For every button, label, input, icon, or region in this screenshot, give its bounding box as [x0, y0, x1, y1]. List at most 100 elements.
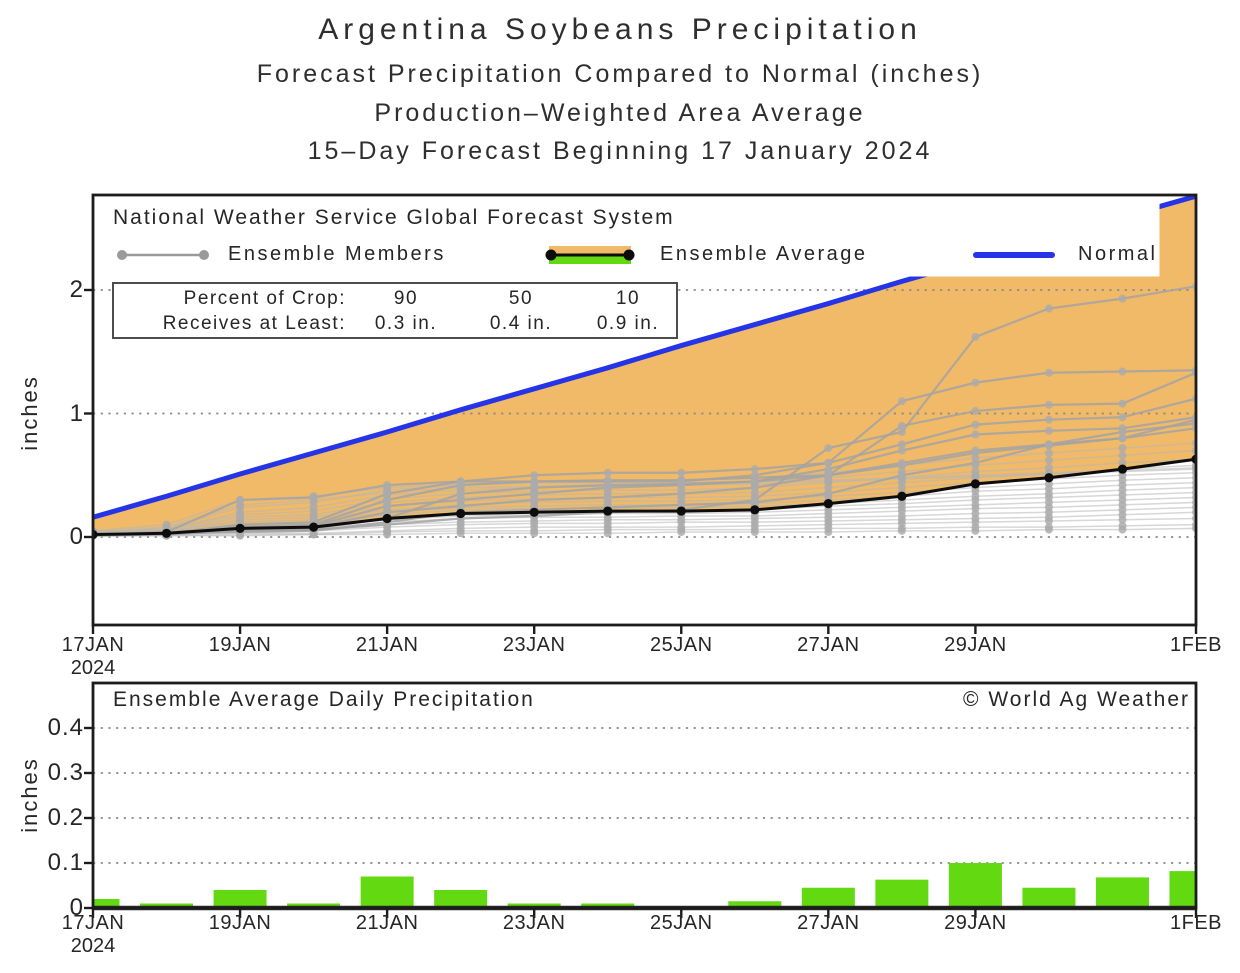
- y-tick-label: 0.1: [47, 849, 84, 876]
- member-dot: [824, 528, 833, 537]
- daily-bar: [728, 901, 782, 908]
- y-tick-label: 2: [69, 276, 84, 303]
- crop-table-row1-label: Percent of Crop:: [183, 287, 346, 309]
- x-tick-label: 17JAN: [61, 634, 125, 656]
- member-dot: [971, 430, 980, 439]
- percent-of-crop-table: Percent of Crop: 90 50 10 Receives at Le…: [112, 282, 678, 339]
- top-plot-border: [91, 193, 1198, 627]
- member-dot: [971, 332, 980, 341]
- member-dot: [1044, 449, 1053, 458]
- member-dot: [971, 472, 980, 481]
- daily-bar: [948, 863, 1002, 908]
- member-dot: [677, 479, 686, 488]
- data-source-line: National Weather Service Global Forecast…: [113, 206, 675, 229]
- x-tick-label: 21JAN: [355, 634, 419, 656]
- member-dot: [1044, 304, 1053, 313]
- member-dot: [1044, 415, 1053, 424]
- daily-bar: [1095, 877, 1149, 908]
- daily-bar: [801, 887, 855, 908]
- daily-precip-bars: [93, 863, 1196, 908]
- member-dot: [677, 468, 686, 477]
- member-dot: [824, 477, 833, 486]
- member-dot: [309, 493, 318, 502]
- member-dot: [1044, 525, 1053, 534]
- bottom-chart-title: Ensemble Average Daily Precipitation: [113, 688, 535, 711]
- member-dot: [824, 458, 833, 467]
- top-axis-year-label: 2024: [70, 657, 116, 679]
- y-tick-label: 0.4: [47, 714, 84, 741]
- normal-swatch-icon: [973, 252, 1055, 258]
- x-tick-label: 21JAN: [355, 912, 419, 934]
- ensemble-average-line: [93, 457, 1196, 537]
- member-dot: [1118, 428, 1127, 437]
- page-title: Argentina Soybeans Precipitation: [318, 13, 922, 46]
- legend-label-normal: Normal: [1078, 243, 1158, 265]
- x-tick-label: 19JAN: [208, 634, 272, 656]
- x-tick-label: 19JAN: [208, 912, 272, 934]
- subtitle-3: 15–Day Forecast Beginning 17 January 202…: [307, 137, 933, 165]
- member-dot: [897, 397, 906, 406]
- member-dot: [530, 477, 539, 486]
- member-dot: [530, 529, 539, 538]
- member-dot: [383, 530, 392, 539]
- member-dot: [897, 421, 906, 430]
- member-dot: [1118, 444, 1127, 453]
- member-dot: [603, 493, 612, 502]
- daily-bar: [360, 876, 414, 908]
- x-tick-label: 27JAN: [797, 634, 860, 656]
- member-dot: [677, 528, 686, 537]
- crop-table-row2-label: Receives at Least:: [162, 312, 346, 334]
- x-tick-label: 25JAN: [650, 634, 713, 656]
- member-dot: [677, 489, 686, 498]
- member-dot: [971, 378, 980, 387]
- member-dot: [530, 495, 539, 504]
- x-tick-label: 25JAN: [650, 912, 713, 934]
- member-dot: [677, 500, 686, 509]
- legend-label-ensemble-members: Ensemble Members: [228, 243, 446, 265]
- y-tick-label: 0.3: [47, 759, 84, 786]
- member-dot: [603, 468, 612, 477]
- member-dot: [603, 481, 612, 490]
- member-dot: [750, 528, 759, 537]
- member-dot: [1118, 367, 1127, 376]
- member-dot: [456, 477, 465, 486]
- member-dot: [456, 502, 465, 511]
- member-dot: [383, 489, 392, 498]
- daily-bar: [213, 890, 267, 908]
- y-tick-label: 0.2: [47, 804, 84, 831]
- ensemble-members-swatch-icon: [117, 250, 209, 260]
- member-dot: [456, 489, 465, 498]
- member-dot: [897, 446, 906, 455]
- member-dot: [971, 407, 980, 416]
- member-line: [93, 486, 1196, 535]
- crop-table-amt-90: 0.3 in.: [374, 312, 438, 334]
- deficit-area: [93, 196, 1196, 535]
- member-dot: [1118, 451, 1127, 460]
- member-dot: [750, 477, 759, 486]
- member-dot: [456, 529, 465, 538]
- x-tick-label: 1FEB: [1169, 634, 1223, 656]
- member-dot: [897, 461, 906, 470]
- daily-bar: [434, 890, 488, 908]
- crop-table-amt-50: 0.4 in.: [489, 312, 553, 334]
- member-dot: [383, 508, 392, 517]
- member-dot: [1044, 440, 1053, 449]
- member-line: [93, 517, 1196, 537]
- member-line: [93, 427, 1196, 537]
- member-dot: [1118, 434, 1127, 443]
- x-tick-label: 23JAN: [502, 634, 566, 656]
- member-dot: [750, 498, 759, 507]
- crop-table-amt-10: 0.9 in.: [596, 312, 660, 334]
- crop-table-pct-90: 90: [393, 287, 419, 309]
- member-dot: [897, 526, 906, 535]
- bottom-plot-border: [91, 681, 1198, 910]
- y-tick-label: 0: [69, 523, 84, 550]
- member-dot: [530, 471, 539, 480]
- member-dot: [971, 420, 980, 429]
- member-dot: [897, 428, 906, 437]
- member-dot: [383, 495, 392, 504]
- daily-bar: [1022, 887, 1076, 908]
- member-dot: [456, 495, 465, 504]
